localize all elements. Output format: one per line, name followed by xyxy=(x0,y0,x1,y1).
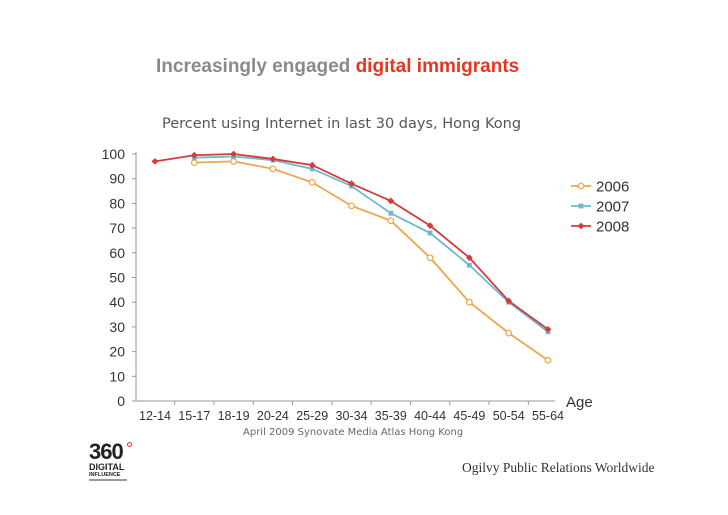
series-line-2007 xyxy=(194,155,549,333)
data-point-2008 xyxy=(466,254,473,262)
data-point-2008 xyxy=(544,325,552,333)
x-tick-label: 40-44 xyxy=(414,409,446,423)
legend-label-2007: 2007 xyxy=(596,199,629,216)
logo-number: 360 xyxy=(89,439,124,464)
data-point-2007 xyxy=(427,230,433,236)
data-point-2006 xyxy=(230,158,238,165)
legend-label-2008: 2008 xyxy=(596,219,629,236)
logo-rule xyxy=(89,479,127,481)
data-point-2007 xyxy=(467,262,472,268)
y-tick-label: 0 xyxy=(117,393,125,409)
logo-line2: INFLUENCE xyxy=(89,472,121,478)
logo-line1: DIGITAL xyxy=(89,462,125,472)
data-point-2006 xyxy=(348,202,355,210)
y-tick-label: 100 xyxy=(102,146,126,162)
data-point-2008 xyxy=(387,197,395,205)
data-point-2008 xyxy=(190,151,198,159)
data-point-2008 xyxy=(151,158,159,165)
logo-dot-icon xyxy=(127,442,132,447)
y-tick-label: 70 xyxy=(109,220,125,236)
y-tick-label: 30 xyxy=(109,319,125,335)
data-point-2006 xyxy=(544,356,552,364)
legend-marker-2007 xyxy=(578,203,584,209)
x-tick-label: 12-14 xyxy=(139,409,171,423)
legend-marker-2006 xyxy=(577,182,585,190)
data-point-2008 xyxy=(426,222,434,230)
x-tick-label: 55-64 xyxy=(532,409,564,423)
y-tick-label: 10 xyxy=(109,368,125,384)
data-point-2006 xyxy=(269,165,277,173)
chart-subtitle: Percent using Internet in last 30 days, … xyxy=(162,116,522,132)
data-point-2006 xyxy=(426,254,434,262)
y-tick-label: 80 xyxy=(109,195,125,211)
data-point-2006 xyxy=(505,329,513,337)
x-tick-label: 25-29 xyxy=(296,409,328,423)
legend-label-2006: 2006 xyxy=(596,179,629,196)
360-digital-influence-logo: 360 DIGITAL INFLUENCE xyxy=(89,441,149,491)
x-tick-label: 45-49 xyxy=(453,409,485,423)
y-tick-label: 60 xyxy=(109,245,125,261)
y-tick-label: 90 xyxy=(109,171,125,187)
x-tick-label: 35-39 xyxy=(375,409,407,423)
data-point-2008 xyxy=(230,150,237,158)
title-accent: digital immigrants xyxy=(355,56,520,77)
y-tick-label: 50 xyxy=(109,270,125,286)
data-point-2006 xyxy=(466,298,473,306)
x-tick-label: 20-24 xyxy=(257,409,289,423)
x-axis-label: Age xyxy=(566,394,593,411)
data-point-2007 xyxy=(388,210,394,216)
data-point-2008 xyxy=(348,180,355,188)
legend-marker-2008 xyxy=(577,222,585,230)
footer-brand: Ogilvy Public Relations Worldwide xyxy=(462,460,655,475)
x-tick-label: 30-34 xyxy=(336,409,368,423)
data-point-2008 xyxy=(308,161,316,169)
data-point-2006 xyxy=(387,217,395,225)
data-point-2006 xyxy=(190,159,198,167)
data-point-2008 xyxy=(269,155,277,163)
y-tick-label: 40 xyxy=(109,294,125,310)
y-tick-label: 20 xyxy=(109,344,125,360)
slide-title: Increasingly engaged digital immigrants xyxy=(156,56,519,78)
source-note: April 2009 Synovate Media Atlas Hong Kon… xyxy=(243,427,464,438)
title-plain: Increasingly engaged xyxy=(156,56,351,77)
data-point-2006 xyxy=(308,179,316,186)
x-tick-label: 15-17 xyxy=(178,409,210,423)
series-line-2006 xyxy=(194,160,549,361)
x-tick-label: 50-54 xyxy=(493,409,525,423)
data-point-2008 xyxy=(505,297,513,305)
x-tick-label: 18-19 xyxy=(218,409,250,423)
data-point-2007 xyxy=(309,166,315,172)
